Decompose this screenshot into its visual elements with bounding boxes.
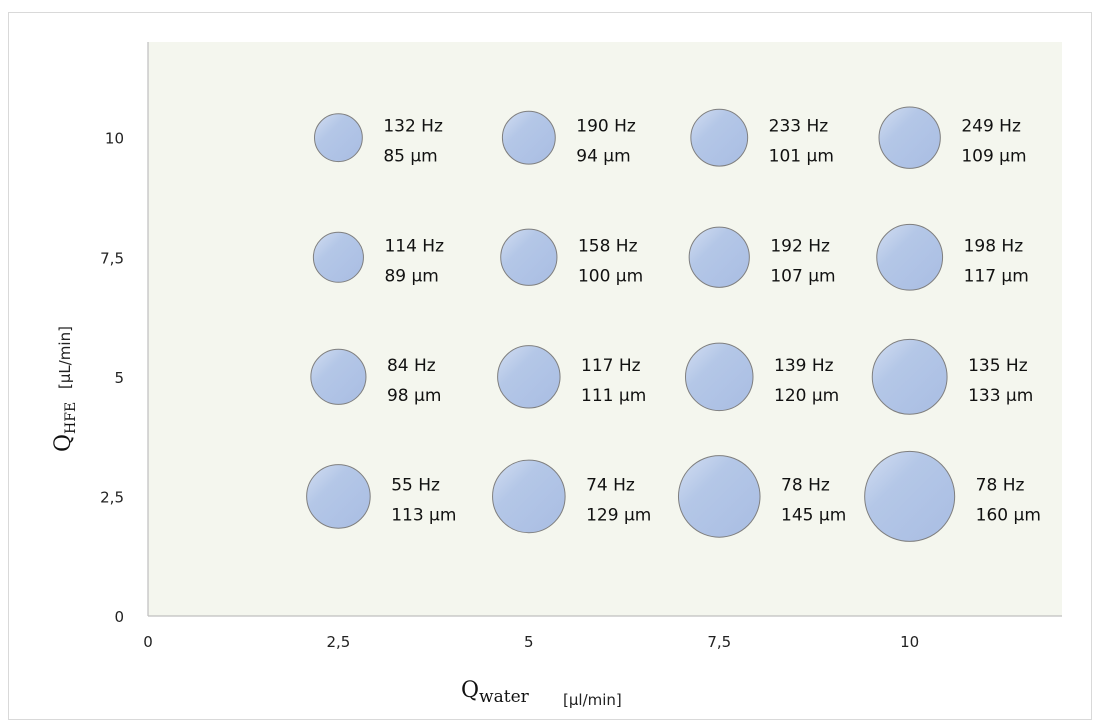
bubble (688, 226, 750, 288)
bubble (501, 110, 556, 165)
bubble-frequency-label: 84 Hz (387, 356, 436, 376)
bubble (492, 459, 566, 534)
y-axis-title-sub: HFE (63, 402, 79, 434)
bubble (314, 113, 363, 163)
bubble-frequency-label: 139 Hz (774, 356, 834, 376)
y-axis-unit: [µL/min] (56, 326, 74, 389)
bubble-frequency-label: 192 Hz (770, 236, 830, 256)
bubble-frequency-label: 190 Hz (576, 117, 636, 137)
y-tick-label: 0 (114, 608, 124, 626)
bubble-size-label: 133 µm (968, 386, 1033, 406)
bubble (677, 455, 761, 538)
x-tick-label: 2,5 (326, 633, 350, 651)
bubble-size-label: 89 µm (384, 266, 438, 286)
y-axis-title: QHFE [µL/min] (51, 326, 79, 452)
bubble-frequency-label: 135 Hz (968, 356, 1028, 376)
y-tick-label: 5 (114, 369, 124, 387)
bubble-size-label: 145 µm (781, 505, 846, 525)
bubble (306, 464, 371, 529)
bubble-size-label: 101 µm (769, 147, 834, 167)
bubble-frequency-label: 117 Hz (581, 356, 641, 376)
bubble-size-label: 94 µm (576, 147, 630, 167)
x-tick-label: 10 (900, 633, 919, 651)
x-tick-labels: 0 2,5 5 7,5 10 (143, 633, 919, 651)
bubble-size-label: 129 µm (586, 505, 651, 525)
bubble-frequency-label: 198 Hz (964, 236, 1024, 256)
bubble (497, 345, 561, 409)
svg-text:QHFE: QHFE (51, 402, 79, 452)
x-axis-title-main: Q (461, 678, 479, 703)
bubble-size-label: 100 µm (578, 266, 643, 286)
x-tick-label: 7,5 (707, 633, 731, 651)
svg-text:Qwater: Qwater (461, 678, 530, 707)
bubble (864, 450, 956, 542)
bubble-frequency-label: 233 Hz (769, 117, 829, 137)
bubble (500, 228, 558, 286)
bubble-size-label: 120 µm (774, 386, 839, 406)
bubble (871, 338, 948, 415)
x-axis-title: Qwater [µl/min] (461, 678, 622, 709)
bubble-frequency-label: 55 Hz (391, 475, 440, 495)
x-axis-title-sub: water (479, 687, 530, 707)
bubble-size-label: 111 µm (581, 386, 646, 406)
x-tick-label: 5 (524, 633, 534, 651)
bubble-size-label: 109 µm (961, 147, 1026, 167)
bubble-series: 132 Hz 85 µm 190 Hz 94 µm 233 Hz 101 µm 249 Hz… (306, 106, 1041, 542)
bubble-frequency-label: 114 Hz (384, 236, 444, 256)
bubble-frequency-label: 132 Hz (383, 117, 443, 137)
bubble-size-label: 98 µm (387, 386, 441, 406)
y-tick-labels: 0 2,5 5 7,5 10 (100, 130, 124, 626)
bubble (685, 342, 754, 412)
bubble-frequency-label: 78 Hz (781, 475, 830, 495)
bubble-size-label: 85 µm (383, 147, 437, 167)
bubble-size-label: 107 µm (770, 266, 835, 286)
y-axis-title-main: Q (51, 434, 76, 452)
bubble-frequency-label: 78 Hz (976, 475, 1025, 495)
bubble (690, 108, 749, 167)
bubble (876, 223, 944, 291)
y-tick-label: 2,5 (100, 488, 124, 506)
bubble-size-label: 160 µm (976, 505, 1041, 525)
y-tick-label: 7,5 (100, 249, 124, 267)
bubble-frequency-label: 158 Hz (578, 236, 638, 256)
bubble-size-label: 113 µm (391, 505, 456, 525)
y-tick-label: 10 (105, 130, 124, 148)
bubble-frequency-label: 74 Hz (586, 475, 635, 495)
bubble (312, 231, 364, 283)
bubble-size-label: 117 µm (964, 266, 1029, 286)
bubble (310, 348, 367, 405)
bubble (878, 106, 941, 169)
bubble-frequency-label: 249 Hz (961, 117, 1021, 137)
x-tick-label: 0 (143, 633, 153, 651)
x-axis-unit: [µl/min] (563, 691, 622, 709)
